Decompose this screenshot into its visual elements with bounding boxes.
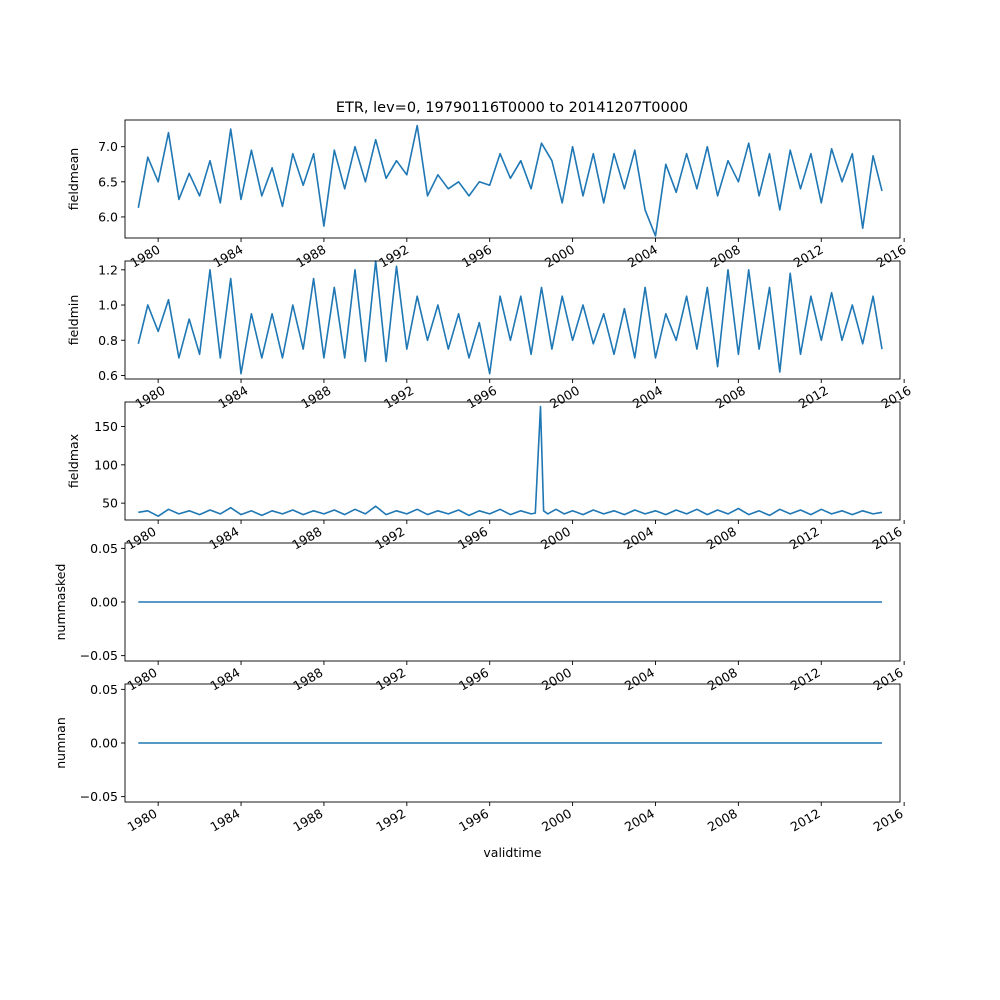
x-tick-label: 2000 <box>547 383 582 412</box>
panel-fieldmax: 50 100 150 1980 1984 1988 1992 1996 2000 2004 2008… <box>66 401 905 553</box>
axes-frame <box>124 260 901 380</box>
x-tick-label: 1980 <box>133 383 168 412</box>
x-tick-label: 1980 <box>128 242 163 271</box>
y-tick-label: 0.00 <box>90 736 118 751</box>
x-tick-label: 1988 <box>290 806 325 835</box>
x-tick-label: 2004 <box>622 665 657 694</box>
y-tick-label: 100 <box>94 457 118 472</box>
panel-nummasked: −0.05 0.00 0.05 1980 1984 1988 1992 1996 2000 200… <box>53 541 906 694</box>
x-axis-label: validtime <box>483 845 541 860</box>
x-tick-label: 1980 <box>124 524 159 553</box>
y-tick-label: 1.2 <box>98 262 118 277</box>
y-tick-label: 7.0 <box>98 139 118 154</box>
x-tick-label: 1980 <box>125 665 160 694</box>
y-tick-label: 0.8 <box>98 333 118 348</box>
x-tick-label: 1984 <box>215 383 250 412</box>
x-tick-label: 2016 <box>874 242 909 271</box>
x-tick-label: 2004 <box>630 383 665 412</box>
series-line-fieldmin <box>137 260 883 375</box>
axes-frame <box>124 401 901 521</box>
y-axis-label: fieldmax <box>66 434 81 488</box>
x-tick-label: 1996 <box>455 524 490 553</box>
x-tick-label: 1992 <box>381 383 416 412</box>
x-tick-label: 2008 <box>713 383 748 412</box>
x-tick-label: 1996 <box>456 806 491 835</box>
panel-numnan: −0.05 0.00 0.05 1980 1984 1988 1992 1996 2000 200… <box>53 682 906 860</box>
x-tick-label: 1992 <box>373 665 408 694</box>
x-tick-label: 2004 <box>625 242 660 271</box>
y-axis-label: fieldmin <box>66 295 81 346</box>
x-tick-label: 2008 <box>705 806 740 835</box>
y-tick-label: 1.0 <box>98 298 118 313</box>
x-tick-label: 1996 <box>456 665 491 694</box>
x-tick-label: 2000 <box>539 665 574 694</box>
y-tick-label: 6.0 <box>98 209 118 224</box>
x-tick-label: 1984 <box>206 524 241 553</box>
x-tick-label: 2004 <box>622 806 657 835</box>
series-line-fieldmax <box>138 405 883 518</box>
x-tick-label: 1988 <box>289 524 324 553</box>
y-tick-label: 50 <box>102 496 118 511</box>
x-tick-label: 1992 <box>373 806 408 835</box>
axes-frame <box>124 119 901 239</box>
series-line-fieldmean <box>137 124 883 237</box>
x-tick-label: 1988 <box>298 383 333 412</box>
x-tick-label: 2012 <box>788 806 823 835</box>
x-tick-label: 2008 <box>704 524 739 553</box>
x-tick-label: 1996 <box>464 383 499 412</box>
x-tick-label: 2000 <box>539 806 574 835</box>
x-tick-label: 1988 <box>293 242 328 271</box>
x-tick-label: 2016 <box>879 383 914 412</box>
x-tick-label: 2000 <box>538 524 573 553</box>
x-tick-label: 1980 <box>125 806 160 835</box>
y-tick-label: 6.5 <box>98 174 118 189</box>
y-tick-label: 0.05 <box>90 541 118 556</box>
x-tick-label: 2008 <box>708 242 743 271</box>
y-tick-label: 0.00 <box>90 595 118 610</box>
x-tick-label: 1988 <box>290 665 325 694</box>
x-tick-label: 2012 <box>788 665 823 694</box>
y-axis-label: numnan <box>53 717 68 769</box>
x-tick-label: 2012 <box>796 383 831 412</box>
y-tick-label: −0.05 <box>80 789 118 804</box>
x-tick-label: 1984 <box>207 806 242 835</box>
x-tick-label: 1984 <box>210 242 245 271</box>
x-tick-label: 2004 <box>621 524 656 553</box>
x-tick-label: 2012 <box>791 242 826 271</box>
x-tick-label: 2008 <box>705 665 740 694</box>
x-tick-label: 1992 <box>372 524 407 553</box>
y-axis-label: fieldmean <box>66 148 81 210</box>
x-tick-label: 2012 <box>787 524 822 553</box>
y-tick-label: 0.6 <box>98 368 118 383</box>
x-tick-label: 2016 <box>871 806 906 835</box>
y-axis-label: nummasked <box>53 564 68 641</box>
x-tick-label: 1996 <box>459 242 494 271</box>
y-tick-label: −0.05 <box>80 648 118 663</box>
figure-title: ETR, lev=0, 19790116T0000 to 20141207T00… <box>336 100 688 116</box>
x-tick-label: 1992 <box>376 242 411 271</box>
x-tick-label: 2000 <box>542 242 577 271</box>
panel-fieldmean: 6.0 6.5 7.0 1980 1984 1988 1992 1996 2000 2004 200… <box>66 119 909 271</box>
y-tick-label: 0.05 <box>90 682 118 697</box>
x-tick-label: 2016 <box>870 524 905 553</box>
x-tick-label: 1984 <box>207 665 242 694</box>
y-tick-label: 150 <box>94 419 118 434</box>
panel-fieldmin: 0.6 0.8 1.0 1.2 1980 1984 1988 1992 1996 2000 2004… <box>66 260 914 412</box>
